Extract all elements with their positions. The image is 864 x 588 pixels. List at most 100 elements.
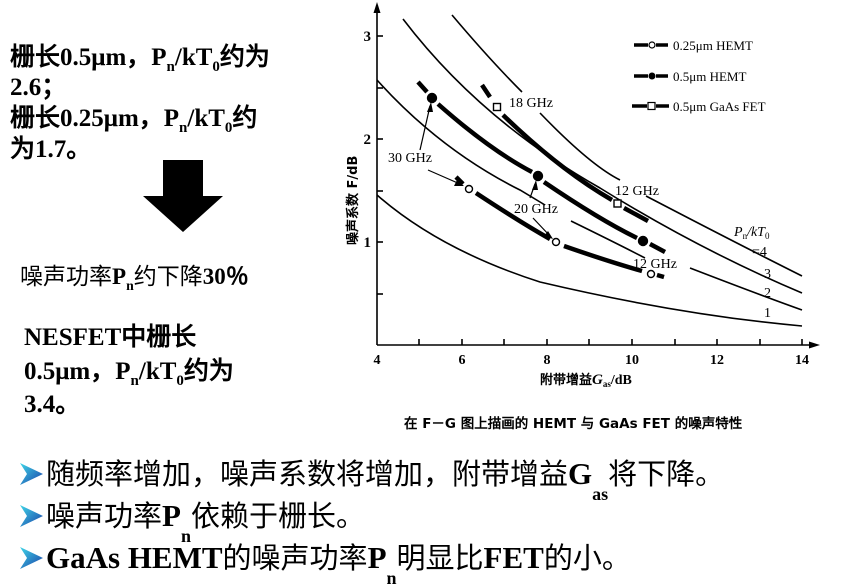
x-label-sub: as [603,379,612,389]
bullet-text: 的小。 [543,541,631,575]
axes [373,2,820,349]
frequency-labels: 18 GHz 30 GHz 20 GHz 12 GHz 12 GHz [388,96,677,272]
figure-caption: 在 F－G 图上描画的 HEMT 与 GaAs FET 的噪声特性 [404,415,743,432]
marker-hemt025-12ghz [646,269,656,279]
y-tick-labels: 3 2 1 [364,29,372,251]
text-cn: 中栅长 [121,322,197,351]
legend-item-0.5um-hemt: 0.5μm HEMT [634,69,746,84]
series-0.5um-hemt [648,242,667,254]
text-sub-0: 0 [176,373,184,389]
line-0.5um: 栅长0.5μm，Pn/kT0约为 [10,42,340,75]
bullet-text: 噪声功率 [46,499,163,533]
label-20ghz: 20 GHz [514,202,558,217]
bullet-text: 的噪声功率 [222,541,368,575]
text-gate-length: 栅长 [10,42,61,71]
annotation-arrows [419,102,553,239]
label-12ghz-fet: 12 GHz [615,184,659,199]
text-sub-0: 0 [212,59,220,75]
x-tick-6: 6 [459,353,466,368]
param-sub-n: n [743,231,748,241]
text-sub-n: n [179,120,188,136]
legend-label: 0.5μm GaAs FET [673,99,766,114]
series-0.25um-hemt [656,272,665,280]
constant-pn-curves [376,14,803,327]
text-sub-n: n [126,278,134,293]
curve-label-2: 2 [764,286,771,301]
text-cn: 为 [10,134,36,163]
bullet-text-p: P [367,540,387,575]
text-p: P [115,358,131,385]
curve-label-1: 1 [764,306,771,321]
chevron-right-icon [20,547,43,569]
line-0.5um: 0.5μm，Pn/kT0约为 [24,354,324,389]
curve-pn-1 [376,194,803,327]
marker-hemt05-20ghz [532,170,544,182]
text-prefix: 噪声功率 [20,264,112,290]
chevron-right-icon [20,463,43,485]
text-ratio: /kT [174,44,213,71]
bullet-text: 明显比 [396,541,484,575]
text-value: 0.5μm， [60,44,152,71]
text-sub-n: n [130,373,139,389]
param-label: Pn/kT0 [733,225,770,241]
line-value-3.4: 3.4。 [24,391,81,418]
param-p: P [733,225,743,240]
bullet-text-gaas-hemt: GaAs HEMT [46,540,223,575]
x-tick-14: 14 [795,353,809,368]
marker-fet-18ghz [492,102,502,112]
bullet-text: 依赖于栅长。 [190,499,365,533]
chevron-right-icon [20,505,43,527]
marker-hemt025-20ghz [551,237,561,247]
gate-length-comparison-text: 栅长0.5μm，Pn/kT0约为 2.6； 栅长0.25μm，Pn/kT0约 为… [10,42,340,165]
param-sub-0: 0 [765,231,770,241]
x-label-unit: /dB [610,373,632,388]
series-0.25um-hemt [454,175,465,186]
legend: 0.25μm HEMT 0.5μm HEMT 0.5μm GaAs FET [632,38,766,114]
bullet-text-g: G [568,456,593,491]
series-gaas-fet [501,113,614,202]
curve-pn-4-end [645,195,803,277]
line-value-1.7: 为1.7。 [10,134,340,165]
series-gaas-fet [622,206,650,223]
label-18ghz: 18 GHz [509,96,553,111]
text-value: 30％ [202,264,249,289]
text-value: 0.25μm， [60,105,164,132]
curve-pn-2 [376,79,546,206]
label-12ghz-hemt: 12 GHz [633,257,677,272]
markers [426,92,656,279]
text-tail: 约 [232,103,258,132]
text-p: P [163,105,180,132]
nesfet-text: NESFET中栅长 0.5μm，Pn/kT0约为 3.4。 [24,320,324,421]
device-series [416,80,667,280]
curve-pn-2-end [570,220,803,311]
x-tick-10: 10 [625,353,639,368]
x-tick-12: 12 [710,353,724,368]
text-ratio: /kT [138,358,177,385]
y-axis-label: 噪声系数 F/dB [345,156,361,245]
curve-label-4: =4 [752,245,767,260]
down-arrow-icon [143,160,223,232]
text-sub-0: 0 [224,120,233,136]
series-0.25um-hemt [563,243,643,274]
marker-fet-12ghz [613,199,622,208]
series-0.5um-hemt [542,180,638,241]
x-tick-8: 8 [544,353,551,368]
x-tick-4: 4 [374,353,381,368]
curve-label-3: 3 [764,267,771,282]
curve-pn-3 [402,18,803,294]
marker-hemt05-30ghz [426,92,438,104]
text-tail: 约为 [219,42,270,71]
x-axis-label: 附带增益Gas/dB [540,372,632,389]
label-30ghz: 30 GHz [388,151,432,166]
param-labels: Pn/kT0 =4 3 2 1 [733,225,771,321]
text-value: 0.5μm， [24,358,116,385]
text-value: 1.7。 [35,136,92,163]
series-0.5um-hemt [436,102,534,174]
text-sub-n: n [166,59,175,75]
x-label-var: G [592,372,603,388]
bullet-text: 将下降。 [608,457,725,491]
text-mid: 约下降 [133,264,203,290]
